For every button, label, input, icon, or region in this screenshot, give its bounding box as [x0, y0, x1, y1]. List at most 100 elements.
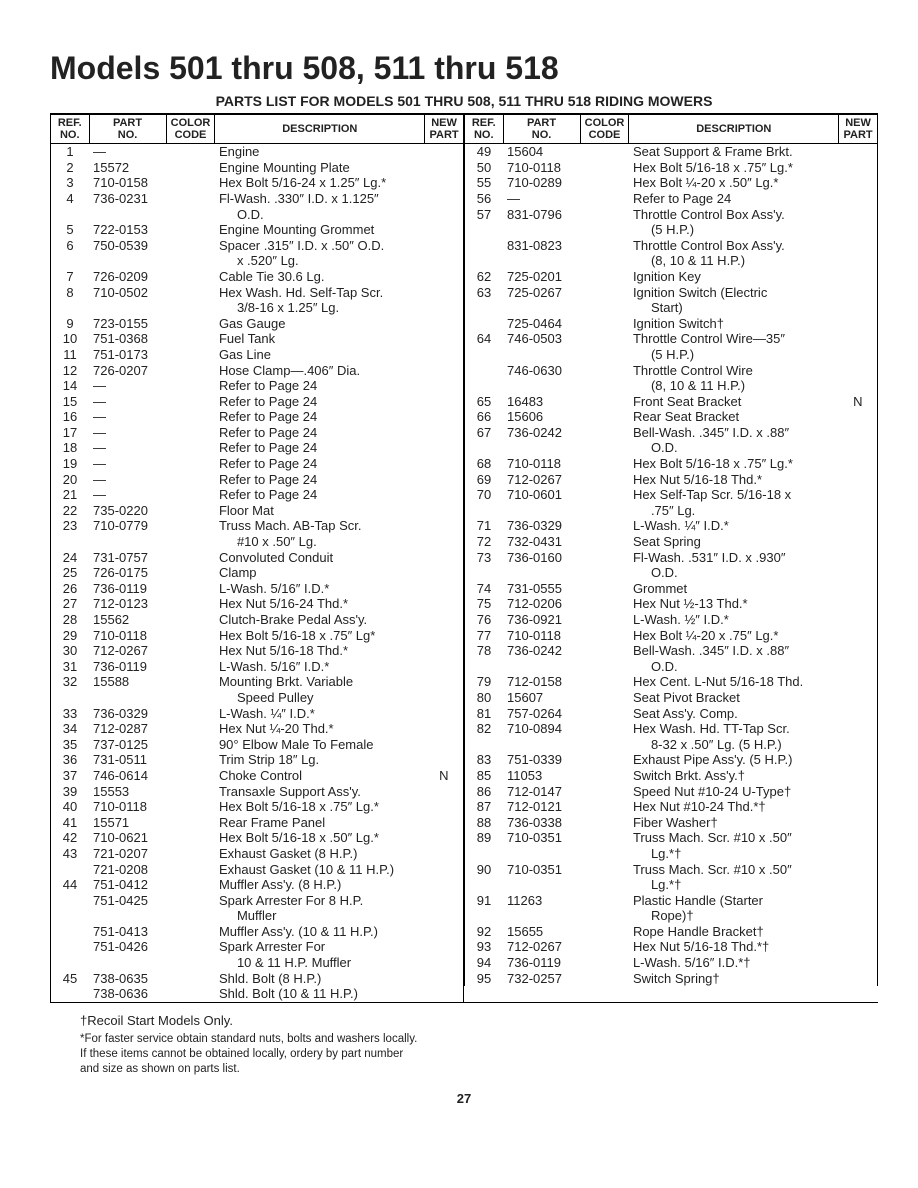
- table-row: 2815562Clutch-Brake Pedal Ass'y.: [51, 612, 464, 628]
- col-new: NEWPART: [425, 115, 464, 144]
- table-row: 751-0425Spark Arrester For 8 H.P.: [51, 893, 464, 909]
- table-row: 57831-0796Throttle Control Box Ass'y.: [465, 207, 878, 223]
- table-row: 62725-0201Ignition Key: [465, 269, 878, 285]
- table-row: 8511053Switch Brkt. Ass'y.†: [465, 768, 878, 784]
- table-row: 1—Engine: [51, 144, 464, 160]
- table-row: 71736-0329L-Wash. ¼″ I.D.*: [465, 518, 878, 534]
- parts-table-container: REF.NO. PARTNO. COLORCODE DESCRIPTION NE…: [50, 113, 878, 1003]
- table-row: 77710-0118Hex Bolt ¼-20 x .75″ Lg.*: [465, 628, 878, 644]
- table-row: 42710-0621Hex Bolt 5/16-18 x .50″ Lg.*: [51, 830, 464, 846]
- table-row: 8015607Seat Pivot Bracket: [465, 690, 878, 706]
- table-row: Muffler: [51, 908, 464, 924]
- table-row: 81757-0264Seat Ass'y. Comp.: [465, 706, 878, 722]
- table-row: (5 H.P.): [465, 347, 878, 363]
- table-row: 18—Refer to Page 24: [51, 440, 464, 456]
- parts-table-left: REF.NO. PARTNO. COLORCODE DESCRIPTION NE…: [50, 114, 464, 1002]
- table-row: 4915604Seat Support & Frame Brkt.: [465, 144, 878, 160]
- table-row: 8-32 x .50″ Lg. (5 H.P.): [465, 737, 878, 753]
- table-row: 10 & 11 H.P. Muffler: [51, 955, 464, 971]
- table-row: 67736-0242Bell-Wash. .345″ I.D. x .88″: [465, 425, 878, 441]
- table-row: 3/8-16 x 1.25″ Lg.: [51, 300, 464, 316]
- table-row: Lg.*†: [465, 846, 878, 862]
- table-row: 89710-0351Truss Mach. Scr. #10 x .50″: [465, 830, 878, 846]
- table-row: 7726-0209Cable Tie 30.6 Lg.: [51, 269, 464, 285]
- table-row: 72732-0431Seat Spring: [465, 534, 878, 550]
- table-row: 17—Refer to Page 24: [51, 425, 464, 441]
- table-row: 86712-0147Speed Nut #10-24 U-Type†: [465, 784, 878, 800]
- table-row: 95732-0257Switch Spring†: [465, 971, 878, 987]
- table-row: 93712-0267Hex Nut 5/16-18 Thd.*†: [465, 939, 878, 955]
- col-part: PARTNO.: [503, 115, 580, 144]
- col-part: PARTNO.: [89, 115, 166, 144]
- table-row: 70710-0601Hex Self-Tap Scr. 5/16-18 x: [465, 487, 878, 503]
- table-row: 6750-0539Spacer .315″ I.D. x .50″ O.D.: [51, 238, 464, 254]
- table-row: 44751-0412Muffler Ass'y. (8 H.P.): [51, 877, 464, 893]
- table-row: 25726-0175Clamp: [51, 565, 464, 581]
- table-row: 30712-0267Hex Nut 5/16-18 Thd.*: [51, 643, 464, 659]
- table-row: 4115571Rear Frame Panel: [51, 815, 464, 831]
- table-row: 5722-0153Engine Mounting Grommet: [51, 222, 464, 238]
- table-row: 19—Refer to Page 24: [51, 456, 464, 472]
- table-row: 94736-0119L-Wash. 5/16″ I.D.*†: [465, 955, 878, 971]
- table-row: 22735-0220Floor Mat: [51, 503, 464, 519]
- table-row: 33736-0329L-Wash. ¼″ I.D.*: [51, 706, 464, 722]
- subtitle: PARTS LIST FOR MODELS 501 THRU 508, 511 …: [50, 93, 878, 109]
- table-row: 43721-0207Exhaust Gasket (8 H.P.): [51, 846, 464, 862]
- table-row: O.D.: [51, 207, 464, 223]
- table-row: O.D.: [465, 659, 878, 675]
- table-row: Rope)†: [465, 908, 878, 924]
- table-row: 76736-0921L-Wash. ½″ I.D.*: [465, 612, 878, 628]
- table-row: 8710-0502Hex Wash. Hd. Self-Tap Scr.: [51, 285, 464, 301]
- table-row: Speed Pulley: [51, 690, 464, 706]
- table-row: 29710-0118Hex Bolt 5/16-18 x .75″ Lg*: [51, 628, 464, 644]
- table-row: 20—Refer to Page 24: [51, 472, 464, 488]
- table-row: 79712-0158Hex Cent. L-Nut 5/16-18 Thd.: [465, 674, 878, 690]
- table-row: 75712-0206Hex Nut ½-13 Thd.*: [465, 596, 878, 612]
- table-row: (5 H.P.): [465, 222, 878, 238]
- table-row: 3215588Mounting Brkt. Variable: [51, 674, 464, 690]
- page-title: Models 501 thru 508, 511 thru 518: [50, 50, 878, 87]
- col-desc: DESCRIPTION: [629, 115, 839, 144]
- table-row: 34712-0287Hex Nut ¼-20 Thd.*: [51, 721, 464, 737]
- table-row: .75″ Lg.: [465, 503, 878, 519]
- page-number: 27: [50, 1091, 878, 1106]
- table-row: 23710-0779Truss Mach. AB-Tap Scr.: [51, 518, 464, 534]
- table-row: 21—Refer to Page 24: [51, 487, 464, 503]
- table-row: 27712-0123Hex Nut 5/16-24 Thd.*: [51, 596, 464, 612]
- parts-table-right: REF.NO. PARTNO. COLORCODE DESCRIPTION NE…: [464, 114, 878, 986]
- table-row: 24731-0757Convoluted Conduit: [51, 550, 464, 566]
- table-row: 9723-0155Gas Gauge: [51, 316, 464, 332]
- table-row: 746-0630Throttle Control Wire: [465, 363, 878, 379]
- table-row: O.D.: [465, 440, 878, 456]
- table-row: 36731-0511Trim Strip 18″ Lg.: [51, 752, 464, 768]
- table-row: O.D.: [465, 565, 878, 581]
- table-row: 74731-0555Grommet: [465, 581, 878, 597]
- table-row: 55710-0289Hex Bolt ¼-20 x .50″ Lg.*: [465, 175, 878, 191]
- col-ref: REF.NO.: [51, 115, 90, 144]
- table-row: 37746-0614Choke ControlN: [51, 768, 464, 784]
- table-row: 82710-0894Hex Wash. Hd. TT-Tap Scr.: [465, 721, 878, 737]
- table-row: 68710-0118Hex Bolt 5/16-18 x .75″ Lg.*: [465, 456, 878, 472]
- table-row: 73736-0160Fl-Wash. .531″ I.D. x .930″: [465, 550, 878, 566]
- table-row: 3710-0158Hex Bolt 5/16-24 x 1.25″ Lg.*: [51, 175, 464, 191]
- table-row: 3915553Transaxle Support Ass'y.: [51, 784, 464, 800]
- table-row: 64746-0503Throttle Control Wire—35″: [465, 331, 878, 347]
- table-row: 721-0208Exhaust Gasket (10 & 11 H.P.): [51, 862, 464, 878]
- table-row: 4736-0231Fl-Wash. .330″ I.D. x 1.125″: [51, 191, 464, 207]
- table-row: 6516483Front Seat BracketN: [465, 394, 878, 410]
- table-row: 738-0636Shld. Bolt (10 & 11 H.P.): [51, 986, 464, 1002]
- table-row: 751-0413Muffler Ass'y. (10 & 11 H.P.): [51, 924, 464, 940]
- footnotes: †Recoil Start Models Only. *For faster s…: [50, 1013, 878, 1077]
- table-row: #10 x .50″ Lg.: [51, 534, 464, 550]
- table-row: 831-0823Throttle Control Box Ass'y.: [465, 238, 878, 254]
- table-row: 16—Refer to Page 24: [51, 409, 464, 425]
- table-row: (8, 10 & 11 H.P.): [465, 253, 878, 269]
- footnote-recoil: †Recoil Start Models Only.: [80, 1013, 878, 1028]
- col-color: COLORCODE: [166, 115, 215, 144]
- col-ref: REF.NO.: [465, 115, 504, 144]
- table-row: 78736-0242Bell-Wash. .345″ I.D. x .88″: [465, 643, 878, 659]
- table-row: x .520″ Lg.: [51, 253, 464, 269]
- table-row: 6615606Rear Seat Bracket: [465, 409, 878, 425]
- table-row: 725-0464Ignition Switch†: [465, 316, 878, 332]
- footnote-asterisk: *For faster service obtain standard nuts…: [80, 1032, 878, 1077]
